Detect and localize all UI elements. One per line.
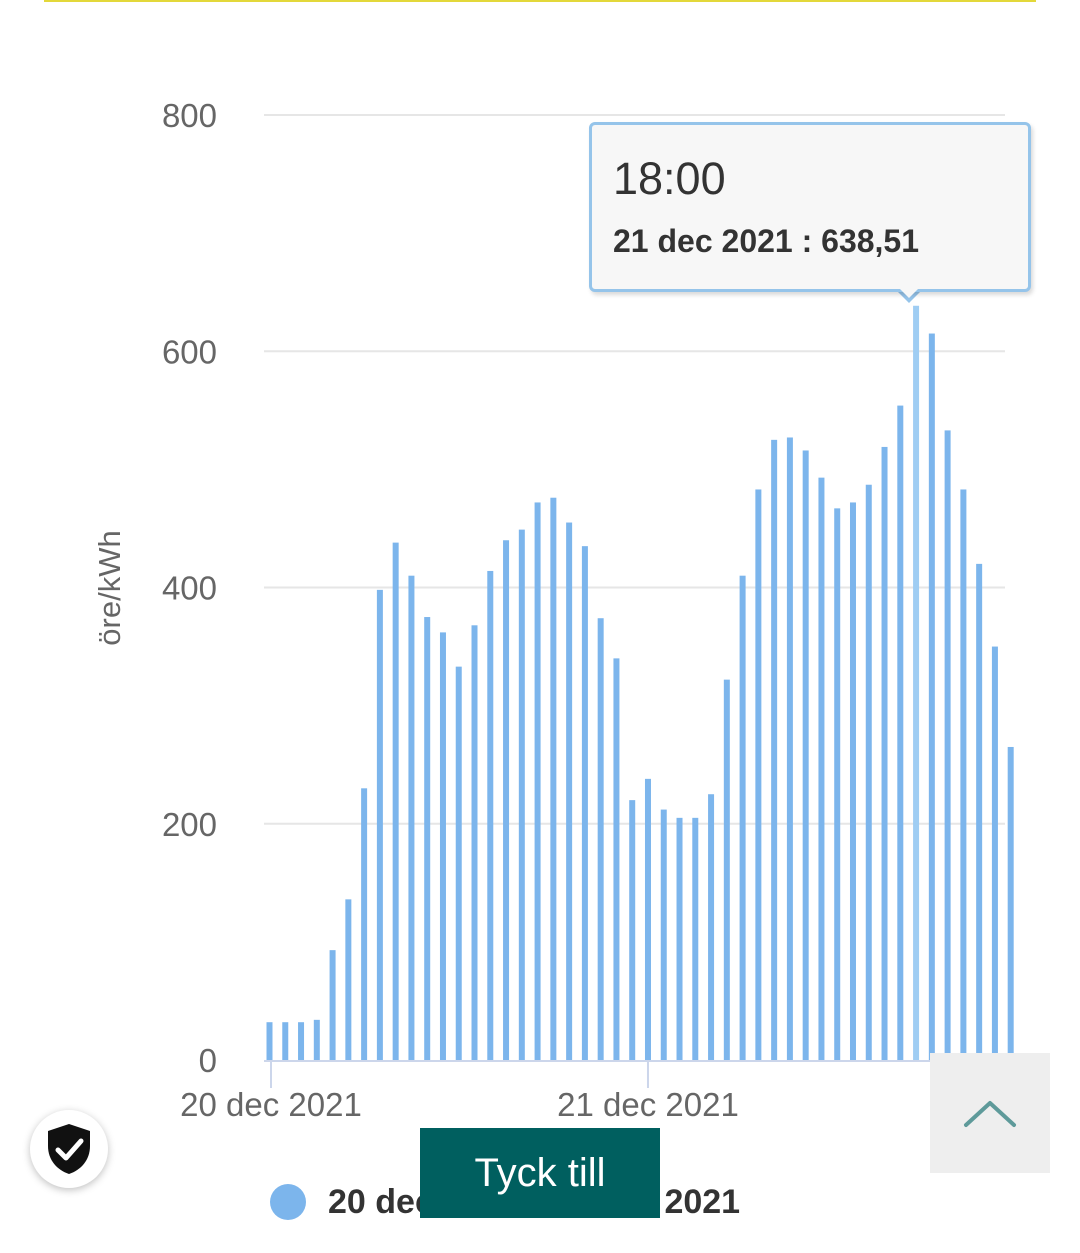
y-tick-label: 0 — [199, 1042, 217, 1079]
x-tick-label: 20 dec 2021 — [180, 1086, 362, 1123]
chevron-up-icon — [964, 1101, 1016, 1127]
bar[interactable] — [266, 1022, 273, 1060]
bar[interactable] — [629, 800, 636, 1060]
x-tick-label: 21 dec 2021 — [557, 1086, 739, 1123]
bar[interactable] — [376, 589, 383, 1060]
tooltip-value: 638,51 — [821, 223, 920, 259]
legend-marker — [270, 1184, 306, 1220]
bar[interactable] — [944, 430, 951, 1060]
bar[interactable] — [755, 489, 762, 1060]
bar[interactable] — [581, 546, 588, 1060]
bar[interactable] — [613, 658, 620, 1060]
bar[interactable] — [298, 1022, 305, 1060]
feedback-button[interactable]: Tyck till — [420, 1128, 660, 1218]
y-tick-label: 200 — [162, 806, 217, 843]
bar[interactable] — [802, 450, 809, 1061]
bar[interactable] — [408, 575, 415, 1060]
bar[interactable] — [566, 522, 573, 1060]
bar[interactable] — [913, 305, 920, 1060]
bar[interactable] — [660, 809, 667, 1060]
bar[interactable] — [597, 618, 604, 1060]
bar[interactable] — [534, 502, 541, 1060]
bar[interactable] — [676, 817, 683, 1060]
security-badge[interactable] — [30, 1110, 108, 1188]
bar[interactable] — [487, 570, 494, 1060]
bar[interactable] — [708, 794, 715, 1060]
bar[interactable] — [865, 484, 872, 1060]
tooltip-value-line: 21 dec 2021 : 638,51 — [613, 223, 919, 260]
bar[interactable] — [518, 529, 525, 1060]
tooltip-time: 18:00 — [613, 153, 726, 204]
bar[interactable] — [897, 405, 904, 1060]
y-tick-label: 400 — [162, 570, 217, 607]
bar[interactable] — [644, 778, 651, 1060]
bar[interactable] — [834, 508, 841, 1060]
y-axis-title: öre/kWh — [92, 530, 127, 645]
bar[interactable] — [329, 950, 336, 1060]
bar[interactable] — [345, 899, 352, 1060]
scroll-to-top-button[interactable] — [930, 1053, 1050, 1173]
price-tooltip: 18:00 21 dec 2021 : 638,51 — [589, 122, 1031, 292]
y-tick-label: 800 — [162, 97, 217, 134]
tooltip-arrow-inner — [899, 288, 919, 298]
tooltip-separator: : — [792, 223, 822, 259]
bar[interactable] — [439, 632, 446, 1060]
bar[interactable] — [818, 477, 825, 1060]
bar[interactable] — [503, 540, 510, 1060]
bar[interactable] — [550, 497, 557, 1061]
bar[interactable] — [282, 1022, 289, 1060]
bar[interactable] — [881, 446, 888, 1060]
bar[interactable] — [786, 437, 793, 1060]
bar[interactable] — [692, 817, 699, 1060]
bar[interactable] — [361, 788, 368, 1060]
bar[interactable] — [849, 502, 856, 1060]
bar[interactable] — [771, 439, 778, 1060]
bar[interactable] — [928, 333, 935, 1060]
bar[interactable] — [723, 679, 730, 1060]
bar[interactable] — [991, 646, 998, 1060]
bar[interactable] — [1007, 746, 1014, 1060]
tooltip-date: 21 dec 2021 — [613, 223, 793, 259]
bar[interactable] — [392, 542, 399, 1060]
bar[interactable] — [960, 489, 967, 1060]
bar[interactable] — [976, 563, 983, 1060]
bar[interactable] — [739, 575, 746, 1060]
bar[interactable] — [455, 666, 462, 1060]
y-tick-label: 600 — [162, 333, 217, 370]
shield-check-icon — [48, 1124, 90, 1174]
bar[interactable] — [313, 1019, 320, 1060]
top-divider — [44, 0, 1036, 2]
bar[interactable] — [424, 617, 431, 1060]
bar[interactable] — [471, 625, 478, 1060]
